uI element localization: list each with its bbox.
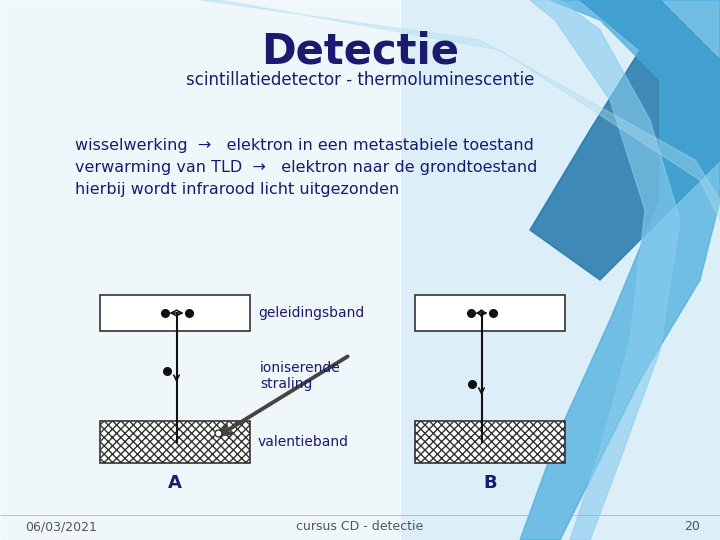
Text: 20: 20 bbox=[684, 521, 700, 534]
Bar bbox=[100, 421, 250, 463]
Text: verwarming van TLD  →   elektron naar de grondtoestand: verwarming van TLD → elektron naar de gr… bbox=[75, 160, 537, 175]
Text: wisselwerking  →   elektron in een metastabiele toestand: wisselwerking → elektron in een metastab… bbox=[75, 138, 534, 153]
Polygon shape bbox=[520, 0, 720, 540]
Bar bbox=[415, 295, 565, 331]
Text: B: B bbox=[483, 474, 497, 492]
Text: valentieband: valentieband bbox=[258, 435, 349, 449]
Text: hierbij wordt infrarood licht uitgezonden: hierbij wordt infrarood licht uitgezonde… bbox=[75, 182, 400, 197]
Text: geleidingsband: geleidingsband bbox=[258, 306, 364, 320]
Text: ioniserende: ioniserende bbox=[260, 361, 341, 375]
Polygon shape bbox=[0, 0, 400, 540]
Text: cursus CD - detectie: cursus CD - detectie bbox=[297, 521, 423, 534]
Polygon shape bbox=[530, 0, 720, 280]
Text: straling: straling bbox=[260, 377, 312, 391]
Text: scintillatiedetector - thermoluminescentie: scintillatiedetector - thermoluminescent… bbox=[186, 71, 534, 89]
Polygon shape bbox=[200, 0, 720, 220]
Text: Detectie: Detectie bbox=[261, 31, 459, 73]
Bar bbox=[100, 295, 250, 331]
Bar bbox=[415, 421, 565, 463]
Polygon shape bbox=[530, 0, 680, 540]
Text: 06/03/2021: 06/03/2021 bbox=[25, 521, 97, 534]
Text: A: A bbox=[168, 474, 182, 492]
